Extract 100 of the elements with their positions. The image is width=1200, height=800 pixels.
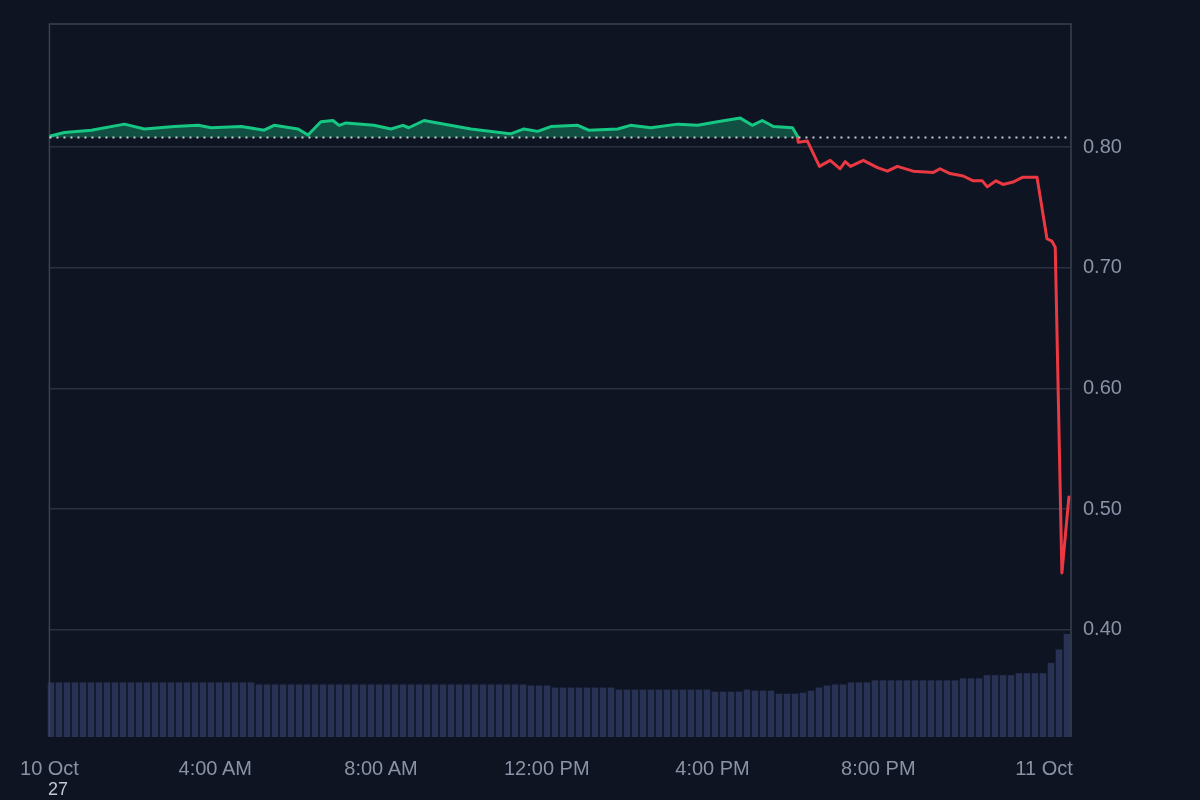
bar	[239, 682, 247, 737]
x-tick-label: 8:00 AM	[344, 756, 418, 779]
bar	[1039, 673, 1047, 737]
bar	[343, 684, 351, 737]
y-tick-label: 0.40	[1083, 617, 1122, 640]
bar	[735, 691, 743, 737]
bar	[751, 690, 759, 737]
y-tick-label: 0.80	[1083, 134, 1122, 157]
bar	[983, 675, 991, 737]
bar	[559, 687, 567, 737]
bar	[71, 682, 79, 737]
bar	[127, 682, 135, 737]
bar	[607, 687, 615, 737]
bar	[919, 680, 927, 737]
x-tick-label: 12:00 PM	[503, 756, 590, 779]
bar	[55, 682, 63, 737]
y-tick-label: 0.60	[1083, 375, 1122, 398]
bar	[799, 692, 807, 737]
bar	[951, 680, 959, 737]
bar	[263, 684, 271, 737]
bar	[1007, 675, 1015, 737]
bar	[903, 680, 911, 737]
bar	[407, 684, 415, 737]
bar	[543, 685, 551, 737]
bar	[679, 689, 687, 737]
bar	[687, 689, 695, 737]
bar	[399, 684, 407, 737]
bar	[311, 684, 319, 737]
x-tick-label: 4:00 AM	[178, 756, 252, 779]
bar	[95, 682, 103, 737]
bar	[279, 684, 287, 737]
bar	[999, 675, 1007, 737]
bar	[319, 684, 327, 737]
bar	[415, 684, 423, 737]
bar	[391, 684, 399, 737]
bar	[703, 689, 711, 737]
bar	[1063, 634, 1071, 737]
bar	[199, 682, 207, 737]
bar	[535, 685, 543, 737]
bar	[719, 691, 727, 737]
bar	[167, 682, 175, 737]
bar	[591, 687, 599, 737]
bar	[1023, 673, 1031, 737]
bar	[255, 684, 263, 737]
bar	[63, 682, 71, 737]
bar	[959, 678, 967, 737]
bar	[183, 682, 191, 737]
bar	[463, 684, 471, 737]
bar	[887, 680, 895, 737]
bar	[871, 680, 879, 737]
bar	[327, 684, 335, 737]
bar	[135, 682, 143, 737]
bar	[335, 684, 343, 737]
bar	[247, 682, 255, 737]
x-tick-label: 10 Oct	[20, 756, 80, 779]
bar	[1055, 649, 1063, 737]
x-tick-label: 11 Oct	[1015, 756, 1074, 779]
bar	[911, 680, 919, 737]
bar	[495, 684, 503, 737]
bar	[831, 684, 839, 737]
bar	[423, 684, 431, 737]
bar	[271, 684, 279, 737]
x-tick-label: 4:00 PM	[675, 756, 750, 779]
bar	[927, 680, 935, 737]
bar	[935, 680, 943, 737]
bar	[695, 689, 703, 737]
bar	[743, 689, 751, 737]
bar	[527, 685, 535, 737]
bar	[287, 684, 295, 737]
bar	[159, 682, 167, 737]
bar	[623, 689, 631, 737]
bar	[615, 689, 623, 737]
bar	[567, 687, 575, 737]
bar	[447, 684, 455, 737]
bar	[975, 678, 983, 737]
bar	[455, 684, 463, 737]
bar	[431, 684, 439, 737]
bar	[351, 684, 359, 737]
bar	[151, 682, 159, 737]
bar	[119, 682, 127, 737]
bar	[471, 684, 479, 737]
bar	[359, 684, 367, 737]
bar	[775, 693, 783, 737]
bar	[383, 684, 391, 737]
bar	[175, 682, 183, 737]
text: 27	[48, 778, 69, 799]
bar	[207, 682, 215, 737]
bar	[847, 682, 855, 737]
bar	[647, 689, 655, 737]
bar	[991, 675, 999, 737]
bar	[863, 682, 871, 737]
y-tick-label: 0.50	[1083, 496, 1122, 519]
bar	[807, 690, 815, 737]
bar	[1047, 662, 1055, 737]
bar	[551, 687, 559, 737]
bar	[583, 687, 591, 737]
bar	[79, 682, 87, 737]
bar	[375, 684, 383, 737]
bar	[671, 689, 679, 737]
bar	[367, 684, 375, 737]
